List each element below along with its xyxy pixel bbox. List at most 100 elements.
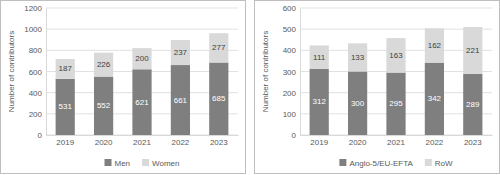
- data-label: 289: [466, 100, 480, 109]
- y-tick: 400: [29, 89, 46, 98]
- y-tick: 200: [283, 89, 300, 98]
- x-tick-label: 2022: [426, 138, 444, 147]
- x-tick-label: 2020: [95, 138, 113, 147]
- data-labels: 312300295342289111133163162221: [313, 41, 480, 109]
- y-axis-line: [46, 9, 47, 136]
- y-axis-title: Number of contributors: [7, 31, 16, 112]
- data-label: 531: [59, 102, 73, 111]
- data-label: 621: [135, 98, 149, 107]
- legend-label: Women: [152, 159, 179, 168]
- bar: [94, 77, 113, 135]
- y-tick-label: 400: [29, 89, 43, 98]
- legend-swatch: [105, 159, 112, 166]
- legend: Anglo-5/EU-EFTA RoW: [339, 159, 453, 168]
- y-tick: 500: [283, 25, 300, 34]
- x-tick-label: 2021: [387, 138, 405, 147]
- y-tick: 300: [283, 68, 300, 77]
- legend: Men Women: [105, 159, 180, 168]
- y-tick-label: 600: [283, 4, 297, 13]
- bars: [56, 33, 229, 135]
- legend-label: Men: [115, 159, 131, 168]
- x-axis-line: [301, 135, 493, 136]
- y-axis: 020040060080010001200: [24, 4, 46, 140]
- x-tick: 2022: [426, 135, 444, 147]
- y-tick-label: 200: [29, 110, 43, 119]
- data-label: 226: [97, 60, 111, 69]
- data-label: 237: [174, 48, 188, 57]
- bar: [56, 79, 75, 135]
- bar: [132, 69, 151, 135]
- data-label: 163: [389, 51, 403, 60]
- legend-item: Anglo-5/EU-EFTA: [339, 159, 413, 168]
- panel: 3123002953422891111331631622210100200300…: [255, 1, 500, 174]
- legend-item: Men: [105, 159, 131, 168]
- grid-line: [46, 8, 238, 9]
- data-label: 300: [351, 99, 365, 108]
- y-tick-label: 200: [283, 89, 297, 98]
- x-axis-line: [47, 135, 239, 136]
- data-label: 162: [428, 41, 442, 50]
- x-tick: 2021: [133, 135, 151, 147]
- x-tick-label: 2022: [172, 138, 190, 147]
- y-axis: 0 100 200 300 400 500 600: [283, 4, 301, 140]
- bar: [310, 69, 329, 135]
- bar: [310, 45, 329, 68]
- grid-line: [300, 8, 492, 9]
- panel: 5315526216616851872262002372770200400600…: [1, 1, 246, 174]
- data-label: 200: [135, 54, 149, 63]
- bar: [132, 48, 151, 69]
- y-tick-label: 500: [283, 25, 297, 34]
- x-tick-label: 2021: [133, 138, 151, 147]
- y-tick: 800: [29, 46, 46, 55]
- bar: [386, 38, 405, 73]
- legend-item: RoW: [425, 159, 453, 168]
- y-tick: 600: [283, 4, 300, 13]
- panel-frame: [1, 1, 246, 174]
- legend-swatch: [142, 159, 149, 166]
- figure: 5315526216616851872262002372770200400600…: [0, 0, 500, 175]
- legend-item: Women: [142, 159, 179, 168]
- data-label: 221: [466, 46, 480, 55]
- x-tick-label: 2019: [310, 138, 328, 147]
- y-tick: 1000: [24, 25, 46, 34]
- y-tick: 1200: [24, 4, 46, 13]
- legend-label: RoW: [435, 159, 453, 168]
- x-axis: 2019 2020 2021 2022 2023: [47, 135, 239, 147]
- x-tick: 2023: [210, 135, 228, 147]
- bar: [171, 65, 190, 135]
- y-tick-label: 100: [283, 110, 297, 119]
- data-label: 312: [313, 97, 327, 106]
- bar: [94, 53, 113, 77]
- data-label: 685: [212, 94, 226, 103]
- grid-line: [46, 29, 238, 30]
- data-label: 277: [212, 43, 226, 52]
- y-tick-label: 1200: [24, 4, 42, 13]
- y-tick-label: 0: [292, 131, 297, 140]
- bar: [348, 43, 367, 71]
- y-tick: 0: [292, 131, 300, 140]
- data-label: 295: [389, 99, 403, 108]
- data-labels: 531552621661685187226200237277: [59, 43, 226, 111]
- legend-label: Anglo-5/EU-EFTA: [349, 159, 413, 168]
- y-tick: 400: [283, 46, 300, 55]
- x-tick-label: 2019: [56, 138, 74, 147]
- bar: [209, 63, 228, 135]
- bar: [56, 59, 75, 79]
- x-tick: 2020: [95, 135, 113, 147]
- bar: [425, 63, 444, 135]
- data-label: 661: [174, 96, 188, 105]
- x-tick: 2023: [464, 135, 482, 147]
- legend-swatch: [425, 159, 432, 166]
- bar: [348, 72, 367, 136]
- y-tick-label: 300: [283, 68, 297, 77]
- y-tick: 600: [29, 68, 46, 77]
- plot-area: 5315526216616851872262002372770200400600…: [24, 4, 238, 147]
- data-label: 111: [313, 53, 326, 62]
- y-axis-line: [300, 9, 301, 136]
- panel-frame: [255, 1, 500, 174]
- plot-area: 3123002953422891111331631622210100200300…: [283, 4, 493, 147]
- y-tick: 100: [283, 110, 300, 119]
- x-tick: 2019: [310, 135, 328, 147]
- x-tick: 2021: [387, 135, 405, 147]
- bar: [209, 33, 228, 62]
